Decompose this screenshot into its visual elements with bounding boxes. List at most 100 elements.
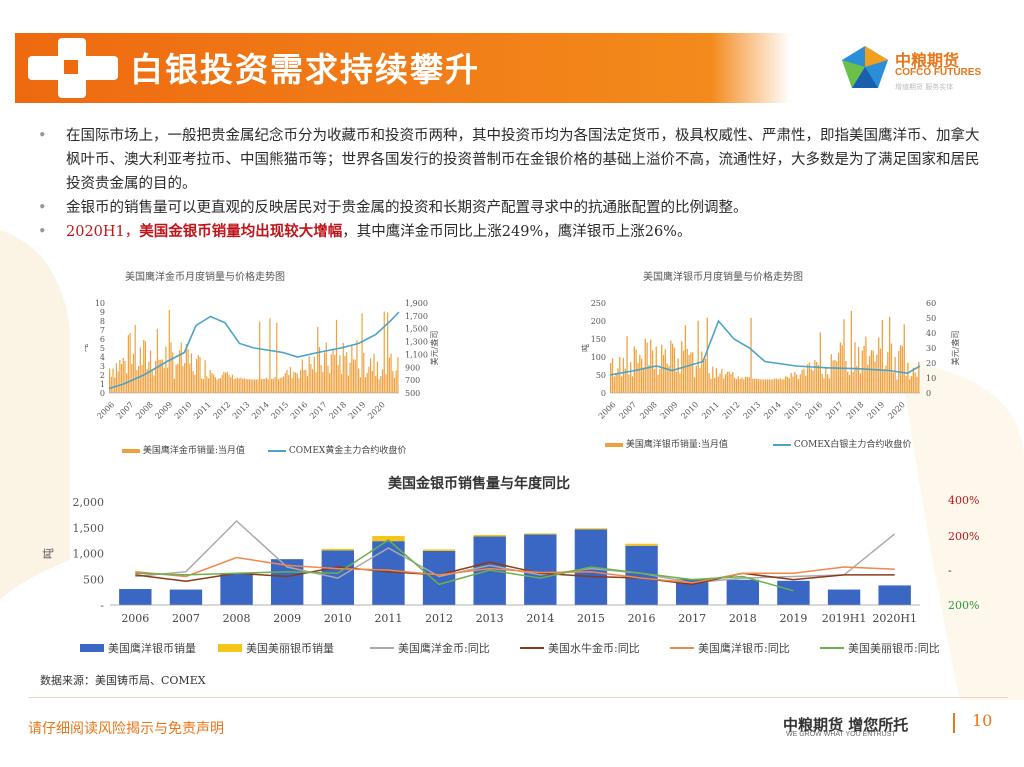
volume-bar: [247, 379, 249, 393]
volume-bar: [393, 377, 396, 393]
bar-eagle-silver: [220, 574, 253, 605]
volume-bar: [209, 370, 211, 393]
y-right-tick: 30: [926, 344, 936, 353]
volume-bar: [692, 352, 694, 393]
volume-bar: [286, 369, 288, 393]
volume-bar: [293, 371, 295, 393]
x-tick: 2020: [366, 400, 387, 421]
volume-bar: [390, 353, 392, 393]
volume-bar: [272, 378, 274, 393]
volume-bar: [704, 358, 707, 393]
volume-bar: [734, 377, 736, 393]
volume-bar: [185, 343, 187, 393]
volume-bar: [144, 341, 147, 393]
volume-bar: [330, 354, 332, 393]
volume-bar: [303, 369, 305, 393]
volume-bar: [306, 376, 309, 393]
volume-bar: [912, 367, 914, 393]
volume-bar: [158, 359, 160, 393]
volume-bar: [202, 378, 205, 393]
data-source: 数据来源：美国铸币局、COMEX: [40, 674, 206, 687]
volume-bar: [351, 345, 353, 393]
volume-bar: [284, 373, 286, 393]
volume-bar: [375, 375, 377, 393]
legend-label: 美国鹰洋金币销量:当月值: [142, 446, 245, 456]
volume-bar: [305, 369, 307, 393]
bar-eagle-silver: [777, 580, 810, 605]
volume-bar: [214, 377, 216, 393]
y-right-tick: 200%: [948, 530, 979, 543]
right-legend-1: 美国鹰洋银币销量:当月值: [605, 437, 728, 450]
volume-bar: [914, 372, 916, 393]
y-left-tick: 8: [100, 317, 105, 326]
volume-bar: [697, 320, 699, 393]
legend-label: 美国美丽银币销量: [246, 641, 334, 655]
volume-bar: [194, 374, 196, 393]
volume-bar: [310, 364, 312, 393]
volume-bar: [641, 358, 643, 393]
volume-bar: [388, 357, 390, 393]
volume-bar: [151, 369, 153, 393]
volume-bar: [885, 365, 887, 393]
volume-bar: [878, 337, 880, 393]
company-name: 中粮期货: [895, 51, 960, 70]
volume-bar: [315, 372, 317, 393]
bullet-text: 2020H1，美国金银币销量均出现较大增幅，其中鹰洋金币同比上涨249%，鹰洋银…: [66, 220, 986, 244]
volume-bar: [173, 378, 176, 393]
y-right-tick: 60: [926, 299, 936, 308]
volume-bar: [274, 376, 276, 393]
main-chart-title: 美国金银币销售量与年度同比: [388, 476, 570, 492]
y-left-tick: 50: [596, 371, 606, 380]
volume-bar: [378, 379, 380, 393]
volume-bar: [216, 379, 218, 393]
volume-bar: [806, 364, 809, 393]
main-chart: 2,000 1,500 1,000 500 - 吨 400% 200% - 200% 2006 200…: [42, 494, 979, 625]
volume-bar: [271, 378, 273, 393]
volume-bar: [294, 372, 297, 393]
bar-beauty-silver: [422, 549, 456, 551]
volume-bar: [323, 352, 326, 393]
volume-bar: [814, 359, 816, 393]
y-left-tick: 500: [83, 573, 104, 586]
volume-bar: [207, 378, 210, 393]
volume-bar: [659, 368, 661, 393]
bar-eagle-silver: [878, 585, 911, 605]
volume-bar: [233, 379, 235, 393]
volume-bar: [148, 361, 150, 393]
volume-bar: [189, 363, 191, 393]
volume-bar: [693, 377, 696, 393]
bar-beauty-silver: [473, 534, 506, 537]
bullet-dot: •: [38, 128, 47, 144]
volume-bar: [352, 359, 355, 393]
volume-bar: [366, 372, 368, 393]
volume-bar: [852, 372, 854, 393]
volume-bar: [221, 374, 223, 393]
legend-label: COMEX白银主力合约收盘价: [793, 440, 912, 450]
volume-bar: [380, 376, 382, 393]
x-tick: 2014: [762, 400, 783, 421]
volume-bar: [387, 312, 389, 393]
bar-eagle-silver: [524, 534, 557, 605]
volume-bar: [801, 370, 803, 393]
y-right-tick: 50: [926, 314, 936, 323]
bullet-2: • 金银币的销售量可以更直观的反映居民对于贵金属的投资和长期资产配置寻求中的抗通…: [38, 196, 978, 220]
volume-bar: [670, 340, 672, 393]
volume-bar: [648, 364, 650, 393]
x-tick: 2018: [327, 400, 348, 421]
volume-bar: [165, 346, 167, 393]
volume-bar: [619, 356, 621, 393]
bullet-3: • 2020H1，美国金银币销量均出现较大增幅，其中鹰洋金币同比上涨249%，鹰…: [38, 220, 978, 244]
y-left-tick: 7: [100, 326, 105, 335]
volume-bar: [719, 373, 721, 393]
volume-bar: [276, 322, 278, 393]
volume-bar: [810, 368, 812, 393]
y-left-tick: 200: [591, 317, 606, 326]
disclaimer-link[interactable]: 请仔细阅读风险揭示与免责声明: [28, 721, 224, 737]
volume-bar: [129, 333, 131, 393]
volume-bar: [675, 371, 677, 393]
y-left-tick: 3: [100, 362, 105, 371]
volume-bar: [777, 379, 780, 393]
x-tick: 2018: [845, 400, 866, 421]
volume-bar: [301, 359, 303, 393]
volume-bar: [312, 369, 314, 393]
